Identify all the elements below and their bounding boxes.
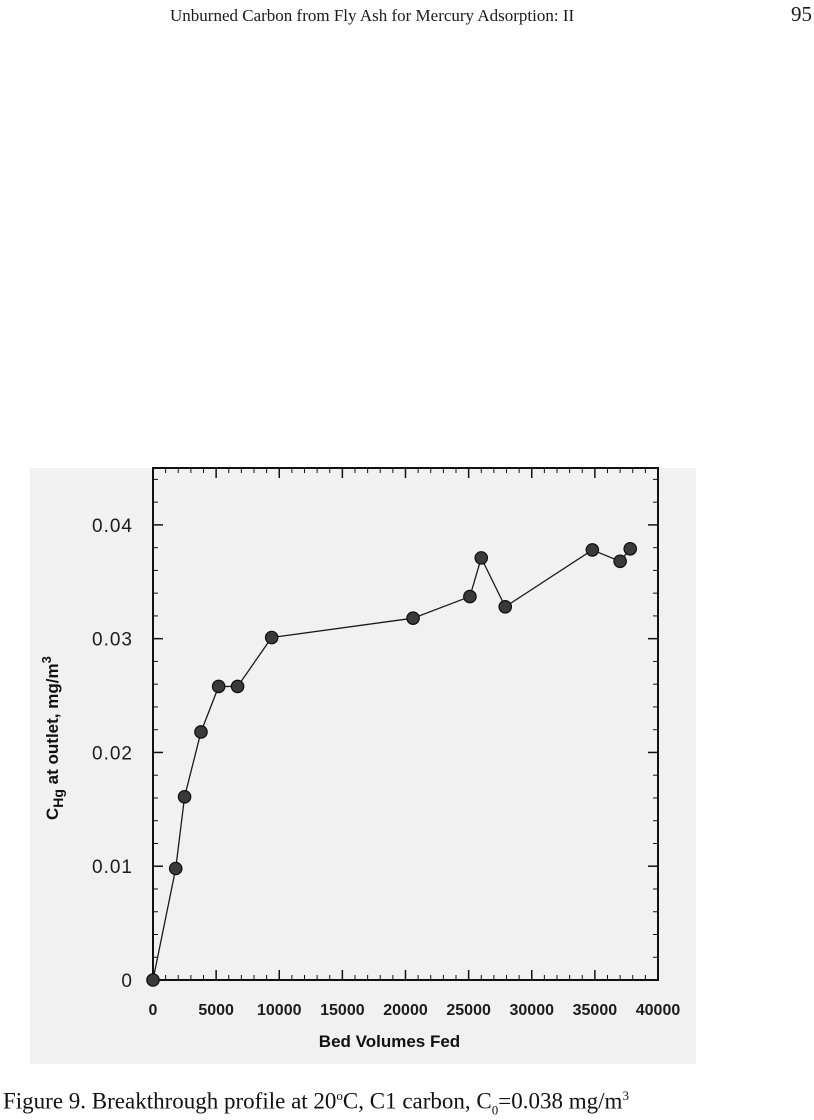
x-tick-label: 0	[149, 1002, 158, 1019]
data-point	[177, 790, 192, 804]
data-point	[168, 861, 183, 876]
x-tick-label: 40000	[636, 1002, 681, 1019]
data-point	[585, 543, 600, 557]
data-point	[498, 600, 513, 614]
x-tick-label: 25000	[446, 1002, 491, 1019]
y-tick-label: 0	[121, 971, 133, 992]
caption-prefix: Figure 9. Breakthrough profile at 20	[3, 1088, 337, 1114]
page-number: 95	[791, 2, 812, 26]
x-tick-label: 35000	[573, 1002, 618, 1019]
x-axis-label: Bed Volumes Fed	[319, 1032, 460, 1051]
plot-frame	[152, 467, 659, 981]
caption-unit-sup: 3	[622, 1088, 629, 1103]
x-tick-label: 20000	[383, 1002, 428, 1019]
y-axis-label: CHg at outlet, mg/m3	[39, 656, 66, 820]
data-point	[194, 725, 208, 739]
y-tick-label: 0.04	[92, 516, 133, 537]
figure-caption: Figure 9. Breakthrough profile at 20oC, …	[3, 1088, 629, 1118]
running-title: Unburned Carbon from Fly Ash for Mercury…	[170, 6, 575, 25]
data-point	[474, 551, 489, 565]
data-point	[211, 679, 226, 694]
data-point	[264, 630, 279, 645]
series-line	[152, 548, 631, 981]
y-tick-label: 0.03	[92, 630, 133, 651]
caption-degree: o	[336, 1088, 343, 1103]
data-point	[230, 679, 245, 694]
y-tick-label: 0.02	[92, 743, 133, 764]
x-tick-label: 15000	[320, 1002, 365, 1019]
data-point	[623, 541, 638, 556]
caption-subscript: 0	[491, 1102, 499, 1118]
data-point	[406, 611, 420, 625]
x-tick-label: 5000	[198, 1002, 234, 1019]
data-point	[463, 589, 477, 604]
x-tick-label: 30000	[510, 1002, 555, 1019]
caption-mid: C, C1 carbon, C	[342, 1088, 492, 1114]
data-point	[613, 554, 627, 569]
figure-panel	[30, 468, 696, 1064]
y-tick-label: 0.01	[92, 857, 133, 878]
x-tick-label: 10000	[257, 1002, 302, 1019]
running-head: Unburned Carbon from Fly Ash for Mercury…	[0, 2, 814, 26]
caption-suffix: =0.038 mg/m	[498, 1088, 623, 1114]
data-point	[146, 973, 160, 987]
